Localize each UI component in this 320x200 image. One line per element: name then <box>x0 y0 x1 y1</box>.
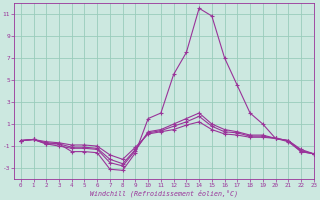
X-axis label: Windchill (Refroidissement éolien,°C): Windchill (Refroidissement éolien,°C) <box>90 190 238 197</box>
